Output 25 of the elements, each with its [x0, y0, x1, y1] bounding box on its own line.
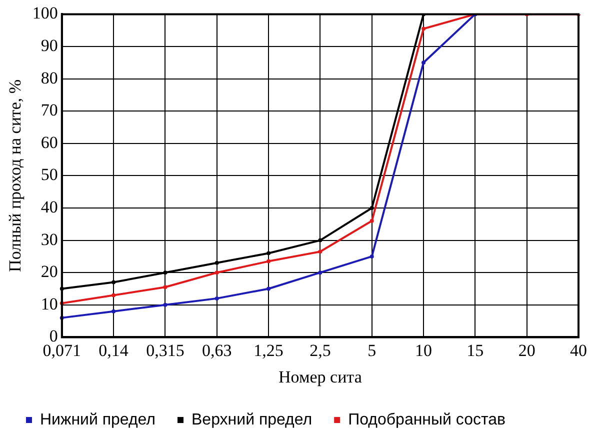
x-tick-label: 1,25: [254, 340, 284, 360]
y-tick-label: 100: [32, 4, 58, 23]
y-tick-label: 30: [40, 230, 58, 249]
x-tick-label: 15: [466, 340, 484, 360]
y-tick-label: 90: [40, 36, 58, 55]
y-tick-label: 10: [40, 294, 58, 314]
y-tick-label: 40: [40, 197, 58, 216]
x-tick-label: 10: [415, 340, 432, 360]
y-tick-label: 20: [40, 262, 58, 282]
legend-label: Верхний предел: [192, 411, 312, 428]
legend-label: Нижний предел: [40, 411, 156, 428]
y-axis-title: Полный проход на сите, %: [6, 79, 25, 272]
x-tick-label: 20: [518, 340, 536, 360]
x-tick-label: 0,315: [146, 340, 184, 360]
x-tick-label: 0,14: [98, 340, 129, 360]
x-tick-label: 2,5: [310, 340, 331, 360]
legend-label: Подобранный состав: [348, 411, 506, 428]
y-tick-label: 50: [40, 165, 58, 184]
y-tick-label: 60: [40, 132, 58, 152]
x-tick-label: 0,63: [202, 340, 232, 360]
y-tick-label: 70: [40, 100, 58, 120]
x-tick-label: 40: [570, 340, 587, 360]
x-axis-title: Номер сита: [278, 367, 362, 386]
x-tick-label: 5: [368, 340, 376, 360]
y-tick-label: 80: [40, 68, 58, 88]
